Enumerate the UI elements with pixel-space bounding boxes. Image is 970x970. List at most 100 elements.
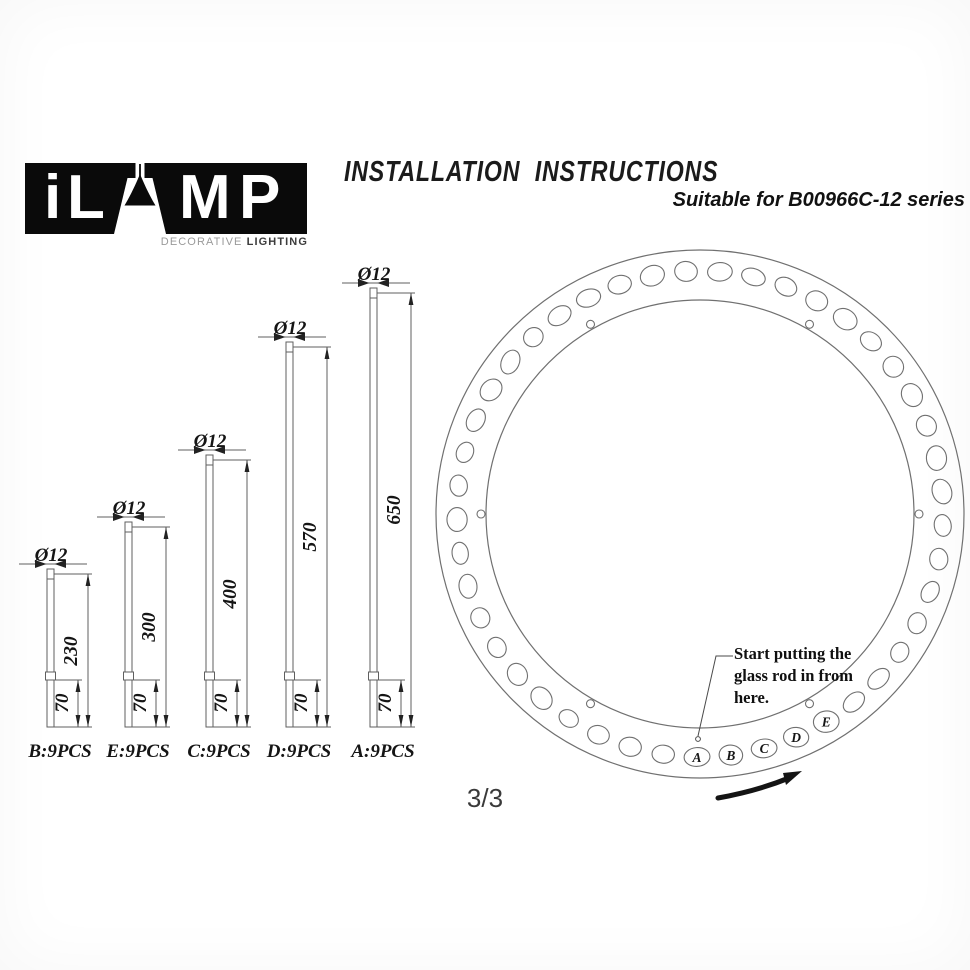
ring-hole — [523, 327, 544, 348]
ring-hole — [842, 691, 866, 713]
ring-hole — [707, 261, 733, 282]
note-line-2: glass rod in from here. — [734, 666, 854, 707]
ring-hole — [890, 641, 910, 663]
rod-length-label: 650 — [384, 495, 405, 525]
ring-pilot-hole — [804, 319, 815, 329]
ring-hole — [479, 378, 503, 402]
pendant-lamp-icon — [114, 163, 166, 234]
hole-letter: E — [821, 714, 831, 729]
brand-letter-m: M — [179, 163, 231, 232]
rod-quantity-label: B:9PCS — [27, 741, 91, 762]
ring-hole — [487, 636, 507, 659]
ring-hole — [925, 445, 948, 471]
rod-length-label: 300 — [139, 612, 160, 643]
rod-diameter-label: Ø12 — [112, 498, 146, 519]
rod-diagram-B: Ø12 230 70 B:9PCS — [19, 545, 92, 762]
ring-outer-circle — [435, 249, 965, 779]
ring-hole — [530, 686, 553, 711]
ring-hole — [882, 355, 905, 378]
rod-quantity-label: E:9PCS — [105, 741, 169, 762]
ring-hole — [458, 573, 478, 599]
ring-hole-labeled — [750, 738, 778, 759]
hole-letter: B — [725, 748, 735, 763]
hole-letter: D — [790, 730, 801, 745]
ring-hole — [558, 709, 579, 728]
ring-hole-labeled — [718, 744, 744, 766]
glass-rod — [124, 521, 133, 728]
ring-hole — [859, 331, 882, 352]
ring-hole — [607, 274, 632, 295]
direction-arrow — [715, 771, 802, 801]
ring-hole — [506, 662, 529, 686]
hole-letter: A — [692, 750, 702, 765]
ring-pilot-hole — [585, 699, 596, 709]
ring-hole — [451, 541, 469, 565]
ring-hole — [455, 441, 475, 463]
ring-hole — [547, 305, 572, 327]
installation-note: Start putting the glass rod in from here… — [734, 643, 884, 709]
tagline-lighting: LIGHTING — [246, 236, 308, 248]
rod-insert-label: 70 — [130, 693, 151, 713]
ring-pilot-hole — [914, 509, 924, 519]
rod-length-label: 230 — [61, 636, 82, 667]
ring-hole — [470, 607, 491, 629]
ring-hole — [587, 724, 610, 745]
page-number: 3/3 — [466, 783, 504, 813]
ring-hole — [774, 276, 798, 297]
glass-rod — [205, 454, 214, 728]
ring-hole — [741, 267, 766, 287]
ring-hole — [575, 288, 602, 308]
ring-diagram: A B C D E — [435, 249, 965, 779]
ring-pilot-hole — [585, 319, 596, 329]
rod-diameter-label: Ø12 — [193, 431, 227, 452]
rod-insert-label: 70 — [291, 693, 312, 713]
ring-hole — [500, 349, 521, 375]
ring-hole — [446, 507, 468, 532]
ring-hole — [915, 414, 937, 437]
rod-quantity-label: C:9PCS — [187, 741, 250, 762]
ring-hole — [933, 514, 952, 537]
ring-hole — [931, 478, 953, 505]
rod-insert-label: 70 — [375, 693, 396, 713]
rod-diagram-D: Ø12 570 70 D:9PCS — [258, 318, 331, 762]
rod-diameter-label: Ø12 — [273, 318, 307, 339]
ring-hole — [639, 264, 665, 287]
ring-hole — [832, 307, 858, 331]
brand-letter-p: P — [239, 163, 281, 232]
rod-diagram-A: Ø12 650 70 A:9PCS — [342, 264, 415, 762]
ring-hole-labeled — [812, 710, 840, 733]
note-leader-line — [695, 655, 733, 742]
ring-pilot-hole — [804, 699, 815, 709]
ring-hole — [618, 736, 642, 757]
brand-letter-l: L — [67, 163, 105, 232]
ring-hole — [907, 612, 927, 635]
brand-letter-i: i — [44, 163, 62, 232]
rod-insert-label: 70 — [211, 693, 232, 713]
ring-hole — [805, 290, 829, 312]
ring-hole — [449, 474, 468, 497]
rod-diagram-C: Ø12 400 70 C:9PCS — [178, 431, 251, 762]
ring-hole — [900, 383, 924, 408]
rod-quantity-label: A:9PCS — [350, 741, 414, 762]
ring-hole — [929, 547, 949, 571]
hole-letter: C — [760, 741, 770, 756]
rod-insert-label: 70 — [52, 693, 73, 713]
rod-diameter-label: Ø12 — [357, 264, 391, 285]
ring-hole — [651, 744, 675, 764]
brand-logo: i L M P — [25, 163, 307, 234]
glass-rod — [369, 287, 378, 728]
ring-hole-labeled — [782, 726, 810, 748]
page-title: INSTALLATION INSTRUCTIONS — [344, 156, 719, 188]
note-line-1: Start putting the — [734, 644, 852, 663]
ring-hole — [920, 580, 940, 603]
page-subtitle: Suitable for B00966C-12 series — [672, 189, 965, 211]
ring-pilot-hole — [476, 509, 486, 519]
rod-quantity-label: D:9PCS — [266, 741, 331, 762]
tagline-decorative: DECORATIVE — [160, 236, 243, 248]
glass-rod — [46, 568, 55, 728]
ring-hole — [465, 408, 486, 432]
rod-length-label: 400 — [220, 579, 241, 610]
rod-length-label: 570 — [300, 522, 321, 552]
ring-hole — [674, 260, 698, 282]
